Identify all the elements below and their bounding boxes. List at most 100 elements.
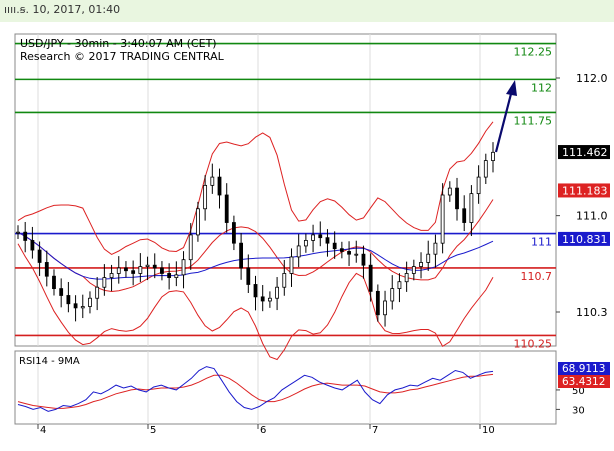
x-tick-label: 5 [150, 425, 156, 436]
level-label: 112.25 [514, 46, 553, 59]
candle-body [491, 151, 495, 161]
forecast-arrow [494, 80, 517, 153]
x-tick-label: 7 [372, 425, 378, 436]
level-label: 110.25 [514, 337, 553, 350]
price-box-label: 111.462 [562, 146, 608, 159]
candle-body [131, 270, 136, 274]
candle-body [426, 253, 431, 263]
candle-body [37, 249, 42, 263]
candle-body [59, 288, 64, 296]
ma-box [558, 231, 610, 246]
candle-body [476, 176, 481, 195]
x-tick-label: 10 [482, 425, 495, 436]
candle-body [440, 194, 445, 244]
candle-body [325, 237, 330, 244]
candle-body [419, 262, 423, 267]
upper-band [17, 121, 494, 255]
ma-box [558, 183, 610, 198]
candle-body [203, 184, 208, 210]
candle-body [138, 266, 143, 274]
candle-body [95, 286, 100, 299]
rsi-tick-label: 50 [572, 386, 585, 397]
y-tick-label: 110.3 [576, 306, 608, 319]
candle-body [73, 303, 78, 309]
rsi-line [17, 366, 494, 412]
candle-body [109, 273, 114, 278]
candle-body [210, 176, 215, 186]
candle-body [433, 242, 438, 255]
candle-body [354, 253, 359, 256]
candle-body [267, 297, 272, 302]
chart-title: USD/JPY - 30min - 3:40:07 AM (CET) [20, 37, 217, 50]
candle-body [116, 267, 121, 274]
candle-body [404, 273, 409, 283]
candle-body [232, 222, 236, 244]
x-tick-label: 6 [260, 425, 266, 436]
candle-body [167, 273, 172, 278]
candle-body [124, 267, 128, 272]
header-band: ıııı.ꞩ. 10, 2017, 01:40 [0, 0, 614, 22]
candle-body [483, 160, 488, 178]
candle-body [318, 234, 323, 239]
candle-body [217, 176, 222, 196]
support-resistance-levels: 112.25 112 111.75 111 110.7 110.25 [15, 42, 556, 350]
gridlines [37, 34, 481, 424]
candle-body [44, 262, 49, 277]
candle-body [239, 242, 244, 269]
rsi-value-label: 68.9113 [562, 363, 605, 375]
candle-body [88, 297, 92, 307]
rsi-ma-line [17, 373, 494, 409]
candle-body [30, 240, 35, 251]
candle-body [347, 251, 351, 255]
level-label: 111 [531, 236, 552, 249]
price-box [558, 145, 610, 160]
candle-body [246, 267, 251, 285]
header-datetime: ıııı.ꞩ. 10, 2017, 01:40 [4, 3, 121, 16]
candle-body [383, 300, 387, 316]
ma-box-label: 111.183 [562, 184, 608, 197]
candle-body [361, 253, 366, 266]
candle-body [289, 256, 294, 274]
candle-body [462, 208, 467, 223]
candles [16, 142, 495, 327]
rsi-series [17, 366, 494, 412]
axes: 4 5 6 7 10 110.3 111.0 112.0 111.462 111.183 110.8… [37, 72, 610, 436]
candle-body [52, 275, 56, 289]
level-label: 112 [531, 81, 552, 94]
candle-body [375, 290, 380, 316]
candle-body [152, 264, 157, 269]
lower-band [17, 243, 494, 361]
rsi-value-box [558, 362, 610, 375]
candle-body [224, 194, 229, 223]
candle-body [469, 193, 474, 223]
candle-body [174, 274, 179, 278]
candle-body [102, 277, 107, 288]
rsi-tick-label: 30 [572, 405, 585, 416]
candle-body [390, 288, 395, 302]
candle-body [260, 296, 265, 302]
rsi-label: RSI14 - 9MA [19, 356, 80, 367]
candle-body [447, 187, 452, 196]
chart-subtitle: Research © 2017 TRADING CENTRAL [20, 50, 225, 63]
candle-body [160, 267, 164, 274]
candle-body [23, 231, 28, 241]
x-tick-label: 4 [40, 425, 46, 436]
candle-body [16, 231, 20, 234]
candle-body [303, 240, 308, 247]
candle-body [181, 259, 186, 276]
candle-body [196, 208, 200, 236]
candle-body [455, 187, 459, 210]
candle-body [368, 264, 373, 292]
candle-body [397, 281, 402, 290]
candle-body [80, 306, 85, 309]
ma-box-label: 110.831 [562, 233, 608, 246]
rsi-ma-box [558, 375, 610, 388]
y-tick-label: 111.0 [576, 210, 608, 223]
level-label: 111.75 [514, 114, 553, 127]
candle-body [311, 234, 315, 241]
level-label: 110.7 [521, 270, 553, 283]
candle-body [253, 284, 258, 298]
candle-body [332, 242, 337, 250]
candle-body [66, 295, 71, 305]
candle-body [339, 248, 344, 252]
